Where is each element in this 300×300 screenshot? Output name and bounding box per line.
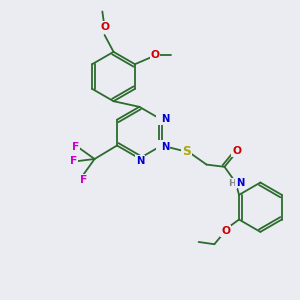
Text: N: N	[161, 114, 169, 124]
Text: O: O	[151, 50, 160, 60]
Text: F: F	[70, 156, 77, 166]
Text: N: N	[136, 156, 145, 166]
Text: F: F	[80, 175, 87, 185]
Text: F: F	[72, 142, 79, 152]
Text: O: O	[221, 226, 230, 236]
Bar	[156, 140, 169, 151]
Text: N: N	[161, 142, 169, 152]
Bar	[156, 114, 169, 125]
Text: N: N	[161, 114, 169, 124]
Text: N: N	[236, 178, 244, 188]
Text: O: O	[100, 22, 109, 32]
Text: S: S	[182, 145, 191, 158]
Text: O: O	[232, 146, 241, 156]
Text: H: H	[229, 179, 236, 188]
